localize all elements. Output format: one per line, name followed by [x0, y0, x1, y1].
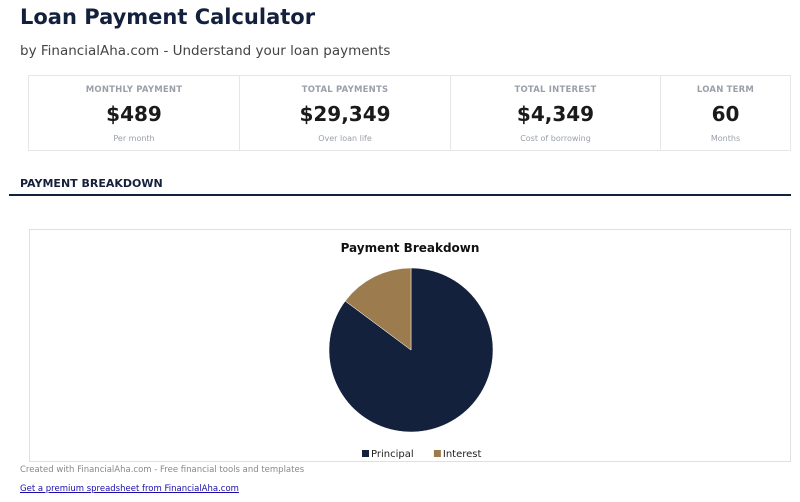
stat-note: Per month — [113, 134, 155, 143]
pie-slice-interest — [344, 267, 412, 351]
legend-label: Principal — [371, 449, 414, 460]
stat-value: $4,349 — [516, 102, 595, 126]
stat-total-payments: TOTAL PAYMENTS $29,349 Over loan life — [240, 76, 451, 150]
stat-note: Months — [710, 134, 741, 143]
page-subtitle: by FinancialAha.com - Understand your lo… — [20, 43, 391, 59]
page-title: Loan Payment Calculator — [20, 5, 316, 29]
stat-value: 60 — [711, 102, 740, 126]
stat-label: LOAN TERM — [696, 85, 755, 95]
stat-value: $29,349 — [299, 102, 391, 126]
stat-note: Over loan life — [318, 134, 372, 143]
stat-loan-term: LOAN TERM 60 Months — [661, 76, 790, 150]
section-divider — [9, 194, 791, 196]
stat-note: Cost of borrowing — [520, 134, 591, 143]
stat-value: $489 — [106, 102, 162, 126]
pie-chart: Payment Breakdown Principal Interest — [328, 241, 494, 460]
stat-total-interest: TOTAL INTEREST $4,349 Cost of borrowing — [451, 76, 661, 150]
stat-label: MONTHLY PAYMENT — [85, 85, 183, 95]
pie-slice-principal — [328, 267, 494, 433]
premium-spreadsheet-link[interactable]: Get a premium spreadsheet from Financial… — [20, 484, 239, 494]
legend-swatch — [362, 450, 369, 457]
legend-swatch — [433, 450, 441, 457]
legend-label: Interest — [443, 449, 482, 460]
chart-container: Payment Breakdown Principal Interest — [29, 229, 791, 462]
stat-label: TOTAL INTEREST — [514, 85, 597, 95]
footer-credit: Created with FinancialAha.com - Free fin… — [20, 465, 305, 475]
stat-monthly-payment: MONTHLY PAYMENT $489 Per month — [29, 76, 240, 150]
summary-stats: MONTHLY PAYMENT $489 Per month TOTAL PAYME… — [28, 75, 791, 151]
stat-label: TOTAL PAYMENTS — [301, 85, 389, 95]
chart-title: Payment Breakdown — [341, 241, 480, 255]
section-title: PAYMENT BREAKDOWN — [20, 177, 163, 190]
